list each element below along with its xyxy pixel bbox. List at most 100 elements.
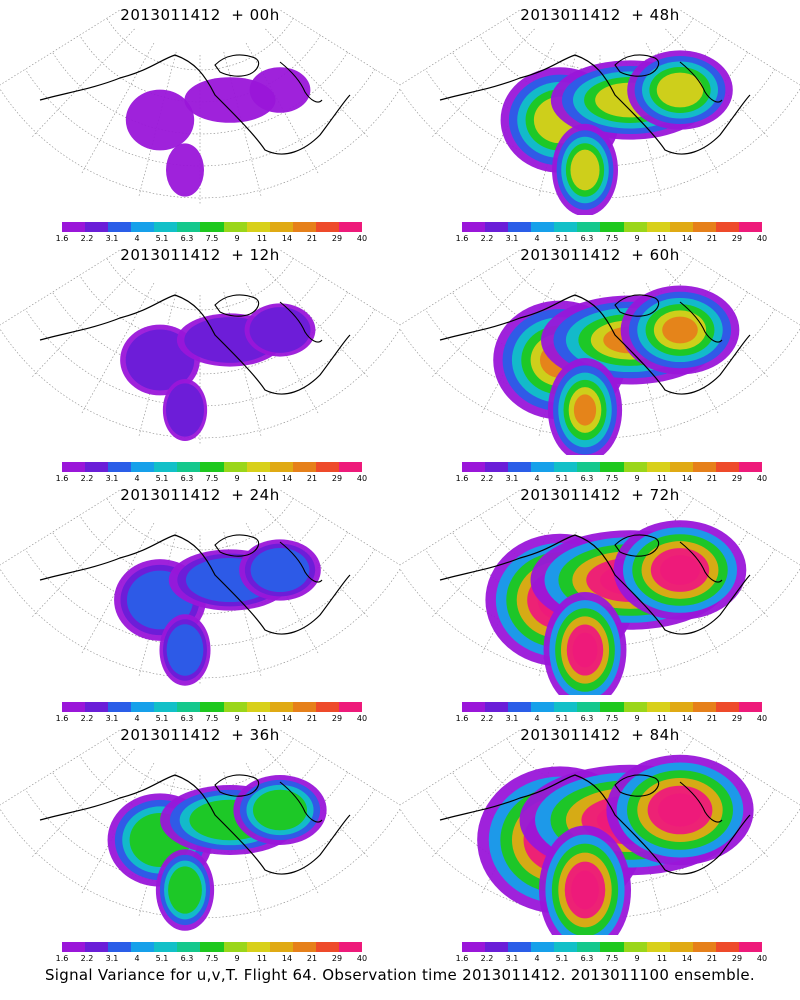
colorbar-swatch bbox=[200, 222, 224, 232]
colorbar-swatch bbox=[600, 462, 624, 472]
colorbar-tick-label: 14 bbox=[681, 714, 693, 723]
colorbar-tick-label: 3.1 bbox=[105, 474, 119, 483]
colorbar-swatch bbox=[131, 222, 155, 232]
colorbar-swatch bbox=[154, 702, 178, 712]
colorbar-tick-label: 9 bbox=[634, 234, 640, 243]
colorbar-swatch bbox=[738, 702, 763, 712]
colorbar-tick-label: 4 bbox=[534, 234, 540, 243]
colorbar-tick-label: 9 bbox=[234, 714, 240, 723]
colorbar-tick-label: 2.2 bbox=[80, 954, 94, 963]
colorbar-labels: 1.6 2.2 3.1 4 5.1 6.3 7.5 9 11 14 21 29 40 bbox=[56, 474, 367, 484]
colorbar-tick-label: 1.6 bbox=[55, 234, 69, 243]
panel-title: 2013011412 + 60h bbox=[520, 246, 680, 264]
colorbar-tick-label: 7.5 bbox=[205, 234, 219, 243]
colorbar-tick-label: 2.2 bbox=[480, 234, 494, 243]
colorbar-tick-label: 3.1 bbox=[505, 954, 519, 963]
colorbar-swatch bbox=[554, 942, 578, 952]
colorbar-tick-label: 1.6 bbox=[55, 474, 69, 483]
colorbar-tick-label: 29 bbox=[731, 234, 743, 243]
colorbar-tick-label: 11 bbox=[656, 234, 668, 243]
panel-title: 2013011412 + 24h bbox=[120, 486, 280, 504]
colorbar-swatch bbox=[338, 702, 363, 712]
colorbar-swatch bbox=[154, 222, 178, 232]
colorbar-tick-label: 29 bbox=[331, 234, 343, 243]
colorbar-swatch bbox=[200, 462, 224, 472]
panel-84h: 2013011412 + 84h 1.6 2.2 3.1 4 5.1 6.3 7.5 9 11 1… bbox=[400, 720, 800, 963]
colorbar-swatch bbox=[623, 462, 647, 472]
colorbar-swatch bbox=[177, 222, 201, 232]
colorbar-swatch bbox=[223, 942, 247, 952]
colorbar-tick-label: 3.1 bbox=[505, 474, 519, 483]
colorbar-swatch bbox=[292, 222, 316, 232]
panel-title: 2013011412 + 12h bbox=[120, 246, 280, 264]
panel-12h: 2013011412 + 12h 1.6 2.2 3.1 4 5.1 6.3 7.5 9 11 1… bbox=[0, 240, 400, 483]
figure-caption: Signal Variance for u,v,T. Flight 64. Ob… bbox=[44, 966, 756, 984]
colorbar-swatch bbox=[269, 222, 293, 232]
colorbar-swatch bbox=[646, 942, 670, 952]
colorbar-tick-label: 40 bbox=[756, 714, 768, 723]
colorbar-tick-label: 5.1 bbox=[555, 954, 569, 963]
colorbar-tick-label: 9 bbox=[234, 474, 240, 483]
colorbar-tick-label: 29 bbox=[331, 714, 343, 723]
colorbar-swatch bbox=[462, 702, 486, 712]
colorbar-swatch bbox=[85, 462, 109, 472]
colorbar-swatch bbox=[623, 702, 647, 712]
map-plot bbox=[400, 250, 800, 455]
panel-48h: 2013011412 + 48h 1.6 2.2 3.1 4 5.1 6.3 7.5 9 11 1… bbox=[400, 0, 800, 243]
colorbar-swatch bbox=[338, 942, 363, 952]
colorbar bbox=[462, 702, 763, 712]
colorbar-swatch bbox=[715, 702, 739, 712]
colorbar-tick-label: 6.3 bbox=[580, 954, 594, 963]
colorbar-swatch bbox=[108, 462, 132, 472]
colorbar-swatch bbox=[223, 702, 247, 712]
colorbar-swatch bbox=[269, 462, 293, 472]
colorbar-swatch bbox=[738, 942, 763, 952]
colorbar-swatch bbox=[223, 222, 247, 232]
colorbar-swatch bbox=[177, 702, 201, 712]
colorbar-swatch bbox=[485, 942, 509, 952]
colorbar-tick-label: 3.1 bbox=[105, 234, 119, 243]
colorbar-swatch bbox=[154, 942, 178, 952]
colorbar-tick-label: 14 bbox=[281, 474, 293, 483]
colorbar-swatch bbox=[692, 462, 716, 472]
colorbar-swatch bbox=[85, 222, 109, 232]
colorbar-swatch bbox=[738, 222, 763, 232]
colorbar-swatch bbox=[131, 942, 155, 952]
colorbar-tick-label: 6.3 bbox=[180, 714, 194, 723]
colorbar-swatch bbox=[200, 702, 224, 712]
panel-title: 2013011412 + 84h bbox=[520, 726, 680, 744]
colorbar-tick-label: 5.1 bbox=[155, 714, 169, 723]
colorbar-tick-label: 2.2 bbox=[480, 474, 494, 483]
colorbar-tick-label: 7.5 bbox=[205, 954, 219, 963]
panel-title: 2013011412 + 36h bbox=[120, 726, 280, 744]
colorbar-swatch bbox=[338, 222, 363, 232]
colorbar-tick-label: 1.6 bbox=[455, 714, 469, 723]
colorbar-tick-label: 21 bbox=[706, 714, 718, 723]
colorbar-labels: 1.6 2.2 3.1 4 5.1 6.3 7.5 9 11 14 21 29 40 bbox=[456, 234, 767, 244]
colorbar-tick-label: 2.2 bbox=[80, 714, 94, 723]
colorbar-tick-label: 40 bbox=[356, 714, 368, 723]
colorbar-swatch bbox=[554, 462, 578, 472]
colorbar-swatch bbox=[292, 942, 316, 952]
colorbar-swatch bbox=[554, 222, 578, 232]
colorbar-swatch bbox=[715, 462, 739, 472]
colorbar-tick-label: 6.3 bbox=[580, 474, 594, 483]
panel-36h: 2013011412 + 36h 1.6 2.2 3.1 4 5.1 6.3 7.5 9 11 1… bbox=[0, 720, 400, 963]
map-plot bbox=[0, 10, 400, 205]
colorbar-swatch bbox=[485, 462, 509, 472]
colorbar-tick-label: 4 bbox=[534, 954, 540, 963]
colorbar-tick-label: 14 bbox=[681, 474, 693, 483]
colorbar-tick-label: 21 bbox=[306, 714, 318, 723]
colorbar-swatch bbox=[108, 702, 132, 712]
colorbar-tick-label: 21 bbox=[306, 234, 318, 243]
colorbar-swatch bbox=[315, 462, 339, 472]
colorbar-swatch bbox=[131, 462, 155, 472]
colorbar-swatch bbox=[62, 942, 86, 952]
colorbar-swatch bbox=[131, 702, 155, 712]
colorbar-tick-label: 5.1 bbox=[555, 474, 569, 483]
colorbar-labels: 1.6 2.2 3.1 4 5.1 6.3 7.5 9 11 14 21 29 40 bbox=[56, 954, 367, 964]
colorbar-tick-label: 2.2 bbox=[80, 474, 94, 483]
colorbar-tick-label: 40 bbox=[756, 474, 768, 483]
colorbar-tick-label: 3.1 bbox=[505, 714, 519, 723]
colorbar-swatch bbox=[600, 222, 624, 232]
